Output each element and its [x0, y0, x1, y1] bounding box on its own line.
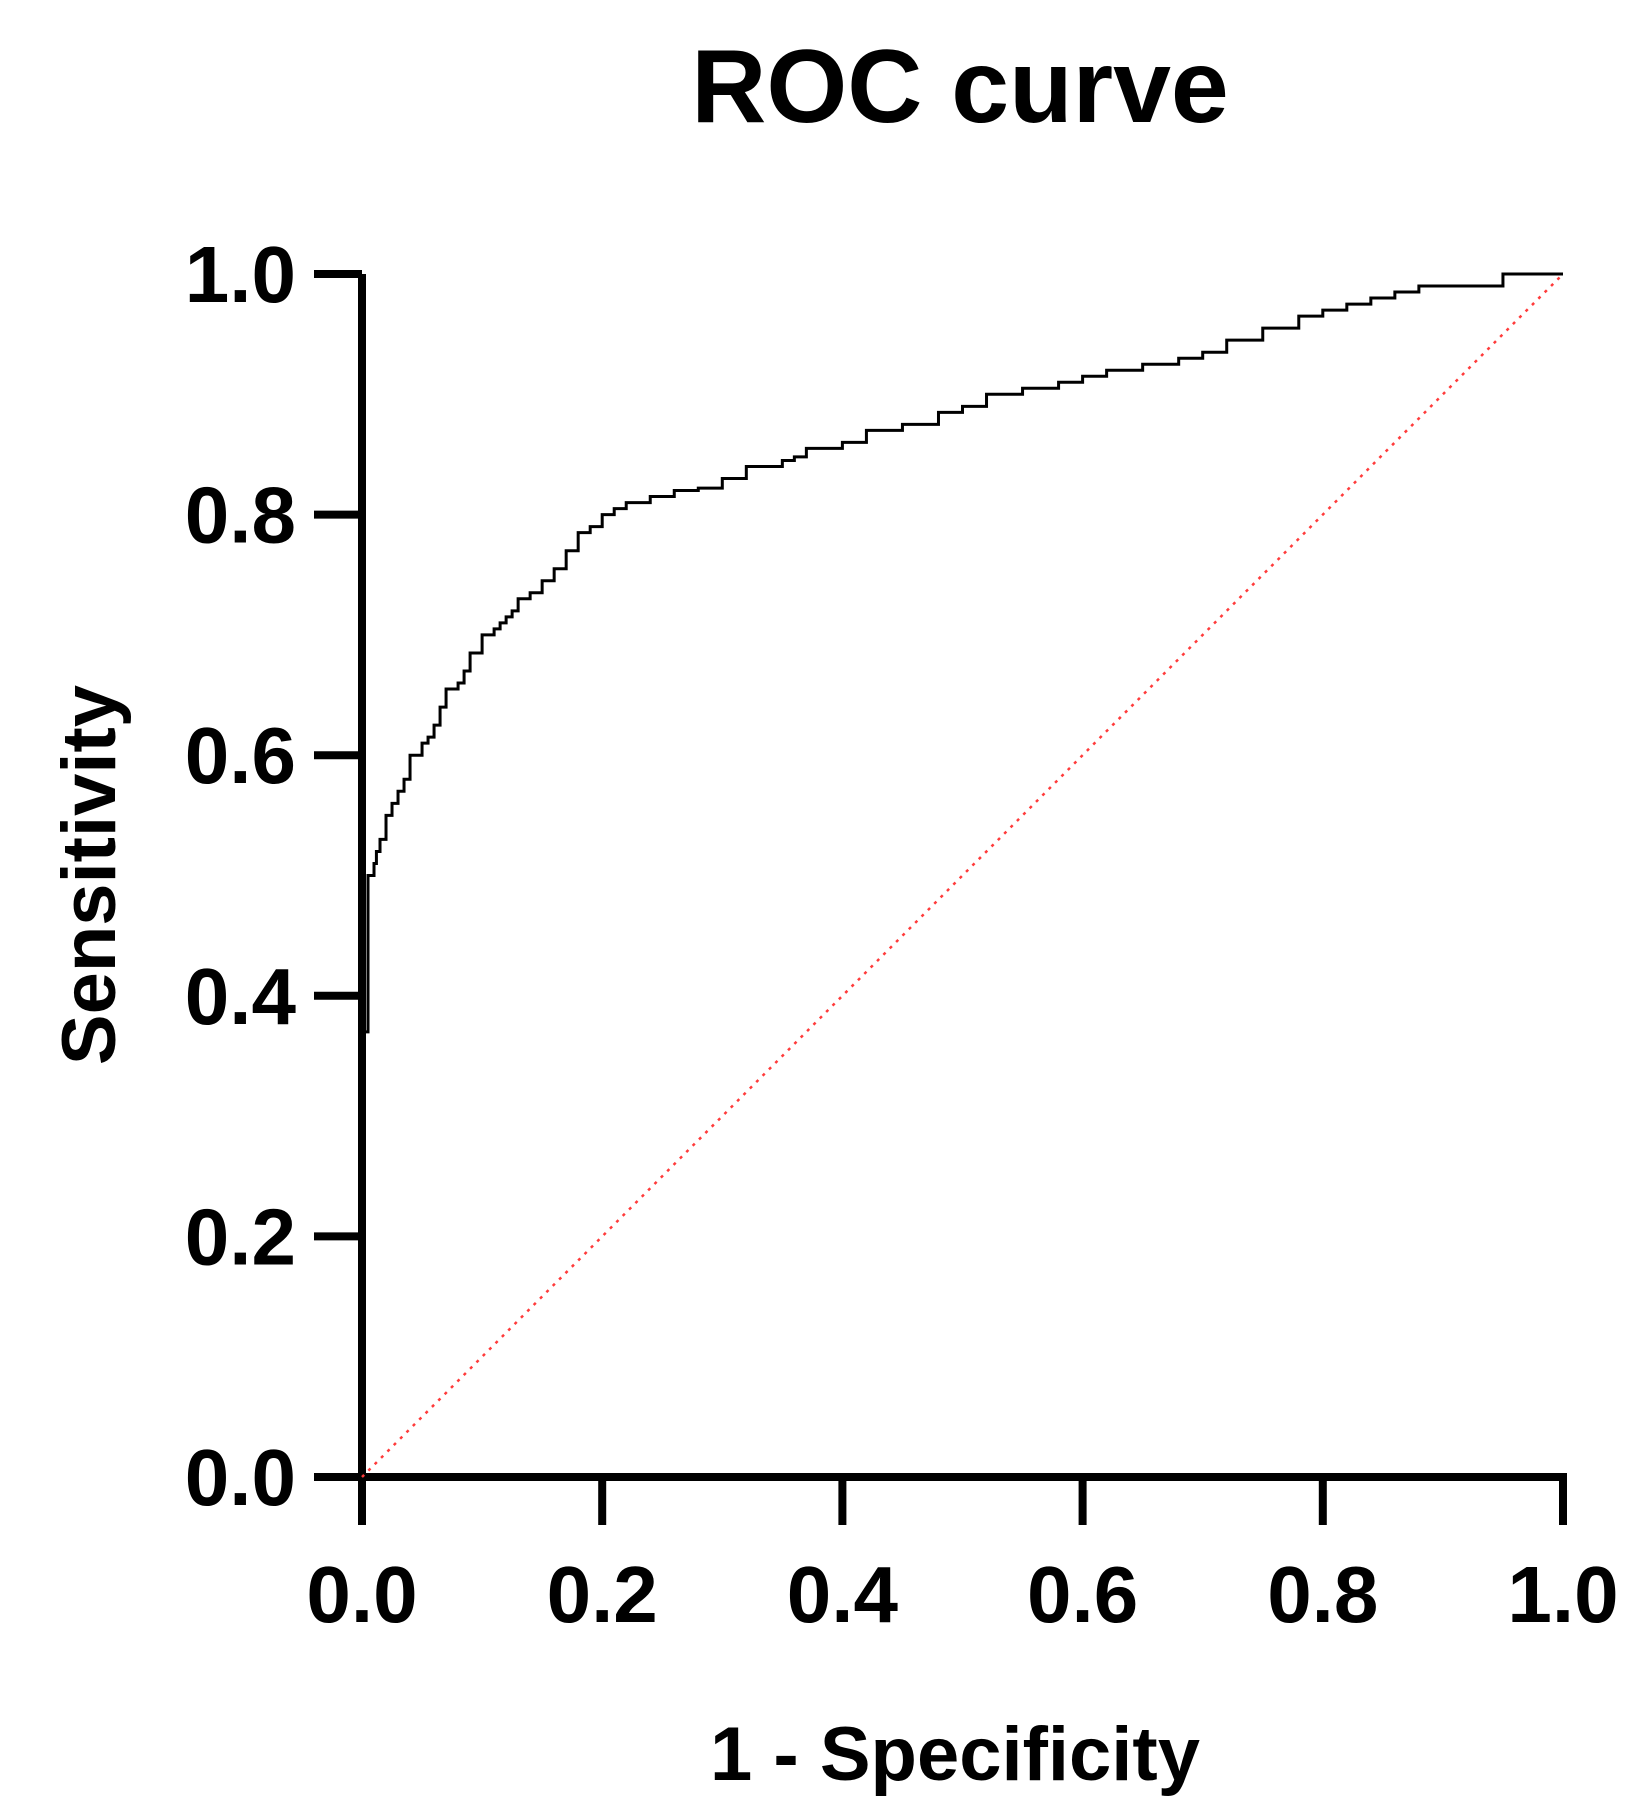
tick-labels: 0.0 0.2 0.4 0.6 0.8 1.0 0.0 0.2 0.4 0.6 0.8 1.0: [185, 230, 1619, 1639]
x-axis-label: 1 - Specificity: [710, 1712, 1200, 1797]
y-axis-label: Sensitivity: [47, 685, 132, 1065]
x-tick-label: 0.6: [1027, 1550, 1138, 1639]
roc-curve-line: [360, 272, 1563, 1477]
axes: [358, 274, 1567, 1481]
x-tick-label: 1.0: [1507, 1550, 1618, 1639]
chart-title: ROC curve: [691, 29, 1229, 145]
y-tick-label: 0.4: [185, 952, 297, 1041]
tick-marks: [314, 270, 1567, 1525]
y-tick-label: 0.0: [185, 1433, 296, 1522]
reference-diagonal-line: [361, 273, 1564, 1478]
y-tick-label: 1.0: [185, 230, 296, 319]
x-tick-label: 0.0: [306, 1550, 417, 1639]
y-tick-label: 0.8: [185, 471, 296, 560]
series: [360, 272, 1564, 1478]
x-tick-label: 0.8: [1267, 1550, 1378, 1639]
x-tick-label: 0.4: [787, 1550, 899, 1639]
x-tick-label: 0.2: [547, 1550, 658, 1639]
y-tick-label: 0.6: [185, 711, 296, 800]
y-tick-label: 0.2: [185, 1192, 296, 1281]
